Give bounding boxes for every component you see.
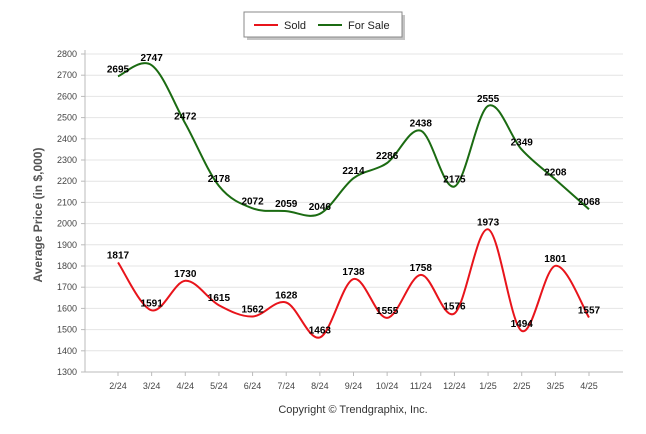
x-tick-label: 2/25 [513, 381, 531, 391]
x-tick-label: 9/24 [345, 381, 363, 391]
data-label-sold: 1576 [443, 301, 466, 312]
x-tick-label: 3/24 [143, 381, 161, 391]
data-label-for-sale: 2175 [443, 175, 466, 186]
y-tick-label: 2700 [57, 70, 77, 80]
series-line-for-sale [117, 62, 590, 217]
x-tick-label: 4/24 [177, 381, 195, 391]
copyright: Copyright © Trendgraphix, Inc. [278, 404, 427, 416]
y-tick-label: 2800 [57, 49, 77, 59]
data-label-sold: 1738 [342, 267, 365, 278]
x-tick-label: 2/24 [109, 381, 127, 391]
data-label-sold: 1628 [275, 290, 298, 301]
gridlines [85, 53, 623, 352]
legend-label-for-sale: For Sale [348, 20, 390, 32]
x-tick-label: 11/24 [410, 381, 432, 391]
data-label-for-sale: 2214 [342, 166, 365, 177]
data-labels: 1817 1591 1730 1615 1562 1628 1463 1738 1555 1758… [107, 53, 601, 336]
y-tick-label: 2200 [57, 176, 77, 186]
x-tick-label: 8/24 [311, 381, 329, 391]
series-line-sold [117, 228, 590, 339]
x-tick-label: 5/24 [210, 381, 228, 391]
data-label-for-sale: 2208 [544, 168, 567, 179]
data-label-for-sale: 2695 [107, 64, 130, 75]
data-label-sold: 1494 [511, 319, 534, 330]
x-tick-label: 4/25 [580, 381, 598, 391]
x-tick-label: 3/25 [547, 381, 565, 391]
data-label-sold: 1730 [174, 269, 197, 280]
x-tick-label: 10/24 [376, 381, 399, 391]
x-axis: 2/24 3/24 4/24 5/24 6/24 7/24 8/24 9/24 10/24 11/… [85, 371, 623, 391]
data-label-for-sale: 2046 [309, 202, 332, 213]
y-tick-label: 1700 [57, 282, 77, 292]
data-label-for-sale: 2072 [241, 196, 264, 207]
data-label-for-sale: 2178 [208, 174, 231, 185]
x-tick-label: 12/24 [443, 381, 466, 391]
data-label-for-sale: 2438 [410, 119, 433, 130]
x-tick-label: 1/25 [479, 381, 497, 391]
y-axis-title: Average Price (in $,000) [31, 148, 45, 283]
y-tick-label: 2500 [57, 113, 77, 123]
data-label-sold: 1758 [410, 263, 433, 274]
data-label-sold: 1615 [208, 293, 231, 304]
legend-label-sold: Sold [284, 20, 306, 32]
y-tick-label: 1500 [57, 325, 77, 335]
data-label-for-sale: 2747 [141, 53, 164, 64]
data-label-for-sale: 2059 [275, 199, 298, 210]
legend: Sold For Sale [243, 11, 405, 40]
y-tick-label: 1400 [57, 346, 77, 356]
data-label-for-sale: 2286 [376, 151, 399, 162]
data-label-for-sale: 2349 [511, 138, 534, 149]
data-label-sold: 1591 [141, 298, 164, 309]
x-tick-label: 6/24 [244, 381, 262, 391]
y-tick-label: 1900 [57, 240, 77, 250]
data-label-sold: 1801 [544, 254, 567, 265]
y-tick-label: 2400 [57, 134, 77, 144]
series-lines [117, 62, 590, 339]
y-tick-label: 2000 [57, 219, 77, 229]
data-label-sold: 1463 [309, 325, 332, 336]
data-label-sold: 1562 [241, 304, 264, 315]
y-tick-label: 1600 [57, 303, 77, 313]
data-label-for-sale: 2555 [477, 94, 500, 105]
y-tick-label: 1800 [57, 261, 77, 271]
data-label-sold: 1557 [578, 306, 601, 317]
data-label-for-sale: 2472 [174, 112, 197, 123]
y-axis: 1300 1400 1500 1600 1700 1800 1900 2000 2100 2200… [57, 49, 86, 377]
y-tick-label: 2600 [57, 91, 77, 101]
x-tick-label: 7/24 [277, 381, 295, 391]
y-tick-label: 1300 [57, 367, 77, 377]
data-label-sold: 1973 [477, 217, 500, 228]
data-label-sold: 1555 [376, 306, 399, 317]
data-label-sold: 1817 [107, 250, 130, 261]
y-tick-label: 2300 [57, 155, 77, 165]
y-tick-label: 2100 [57, 197, 77, 207]
data-label-for-sale: 2068 [578, 197, 601, 208]
